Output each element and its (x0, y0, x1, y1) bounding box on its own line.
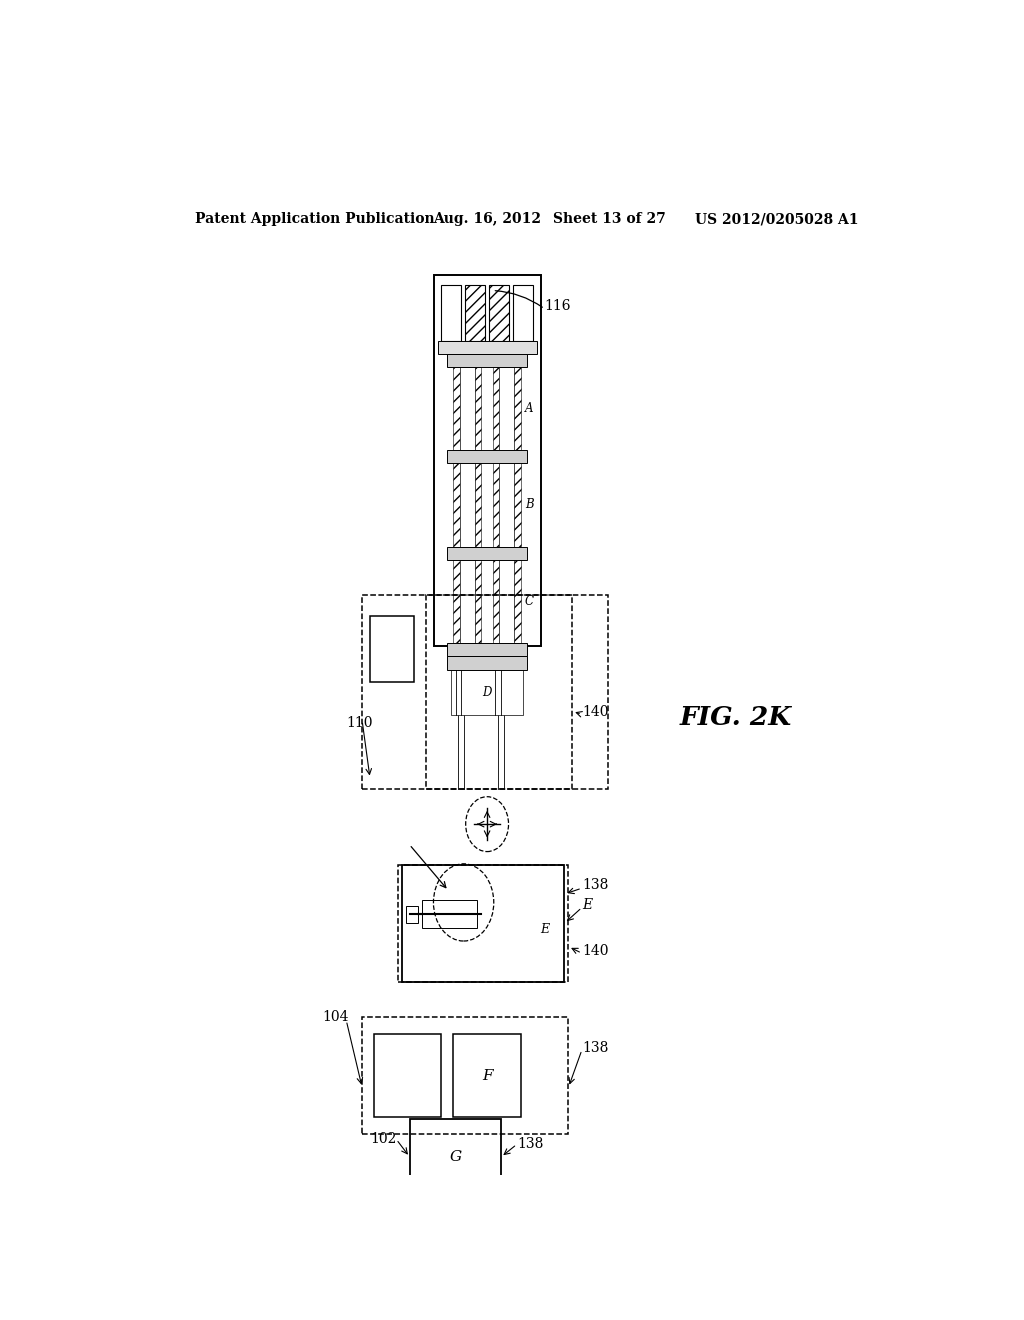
Text: B: B (524, 499, 534, 511)
Bar (500, 560, 514, 643)
Text: 140: 140 (582, 944, 608, 958)
Bar (433, 276, 541, 647)
Bar (437, 342, 537, 354)
Bar (370, 615, 414, 682)
Bar (401, 865, 564, 982)
Bar (475, 367, 481, 450)
Text: 102: 102 (370, 1133, 396, 1146)
Bar (362, 1018, 568, 1134)
Bar (494, 367, 500, 450)
Text: A: A (524, 401, 534, 414)
Bar (362, 595, 608, 788)
Text: 138: 138 (517, 1138, 544, 1151)
Bar (406, 906, 418, 923)
Text: Aug. 16, 2012: Aug. 16, 2012 (433, 213, 542, 227)
Bar (494, 463, 500, 546)
Bar (475, 463, 481, 546)
Text: 116: 116 (545, 298, 571, 313)
Text: US 2012/0205028 A1: US 2012/0205028 A1 (695, 213, 859, 227)
Bar (497, 647, 507, 661)
Bar (489, 285, 509, 342)
Bar (460, 463, 475, 546)
Bar (465, 285, 485, 342)
Bar (446, 354, 527, 367)
Bar (494, 560, 500, 643)
Bar (446, 450, 527, 463)
Text: E: E (541, 923, 550, 936)
Text: G: G (450, 1150, 462, 1164)
Text: F: F (481, 1069, 493, 1082)
Text: D: D (482, 686, 492, 700)
Text: 138: 138 (582, 1040, 608, 1055)
Bar (397, 865, 568, 982)
Text: 110: 110 (346, 715, 373, 730)
Bar (446, 656, 527, 669)
Bar (454, 560, 460, 643)
Bar (475, 560, 481, 643)
Bar (422, 900, 477, 928)
Bar (460, 560, 475, 643)
Bar (500, 463, 514, 546)
Text: 138: 138 (582, 878, 608, 892)
Bar (514, 367, 521, 450)
Bar (446, 643, 527, 656)
Text: 140: 140 (582, 705, 608, 719)
Bar (410, 1119, 501, 1195)
Bar (454, 1034, 521, 1117)
Bar (454, 463, 460, 546)
Text: 104: 104 (323, 1010, 349, 1024)
Bar (374, 1034, 441, 1117)
Bar (446, 546, 527, 560)
Bar (451, 669, 523, 715)
Bar (458, 647, 467, 661)
Bar (514, 463, 521, 546)
Bar (441, 285, 462, 342)
Text: E: E (582, 899, 592, 912)
Text: C: C (524, 595, 534, 609)
Bar (464, 647, 473, 661)
Bar (504, 647, 513, 661)
Text: FIG. 2K: FIG. 2K (680, 705, 792, 730)
Text: Sheet 13 of 27: Sheet 13 of 27 (553, 213, 666, 227)
Bar (460, 367, 475, 450)
Bar (513, 285, 532, 342)
Bar (514, 560, 521, 643)
Bar (426, 595, 572, 788)
Bar (454, 367, 460, 450)
Text: Patent Application Publication: Patent Application Publication (196, 213, 435, 227)
Bar (500, 367, 514, 450)
